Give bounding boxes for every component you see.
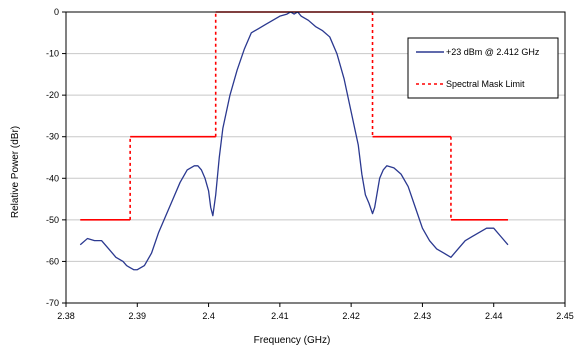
legend-mask-label: Spectral Mask Limit [446, 79, 525, 89]
x-axis-label: Frequency (GHz) [254, 335, 331, 346]
y-axis-label: Relative Power (dBr) [10, 126, 21, 218]
y-tick-label: -30 [46, 132, 59, 142]
legend-signal-label: +23 dBm @ 2.412 GHz [446, 47, 540, 57]
axes [62, 11, 566, 307]
x-tick-label: 2.44 [485, 311, 503, 321]
y-tick-label: -20 [46, 90, 59, 100]
x-tick-label: 2.38 [57, 311, 75, 321]
plot-area-border [65, 11, 566, 304]
x-tick-label: 2.42 [342, 311, 360, 321]
x-tick-label: 2.41 [271, 311, 289, 321]
x-tick-label: 2.43 [414, 311, 432, 321]
x-tick-label: 2.45 [556, 311, 574, 321]
x-tick-label: 2.4 [202, 311, 215, 321]
tick-labels: 0 -10 -20 -30 -40 -50 -60 -70 2.38 2.39 2.4 2.41 2.4… [46, 7, 574, 321]
y-tick-label: -40 [46, 173, 59, 183]
legend-box [407, 37, 559, 99]
x-tick-label: 2.39 [129, 311, 147, 321]
y-tick-label: 0 [54, 7, 59, 17]
y-tick-label: -70 [46, 298, 59, 308]
y-tick-label: -10 [46, 49, 59, 59]
y-tick-label: -50 [46, 215, 59, 225]
y-tick-label: -60 [46, 256, 59, 266]
legend: +23 dBm @ 2.412 GHz Spectral Mask Limit [407, 37, 559, 99]
